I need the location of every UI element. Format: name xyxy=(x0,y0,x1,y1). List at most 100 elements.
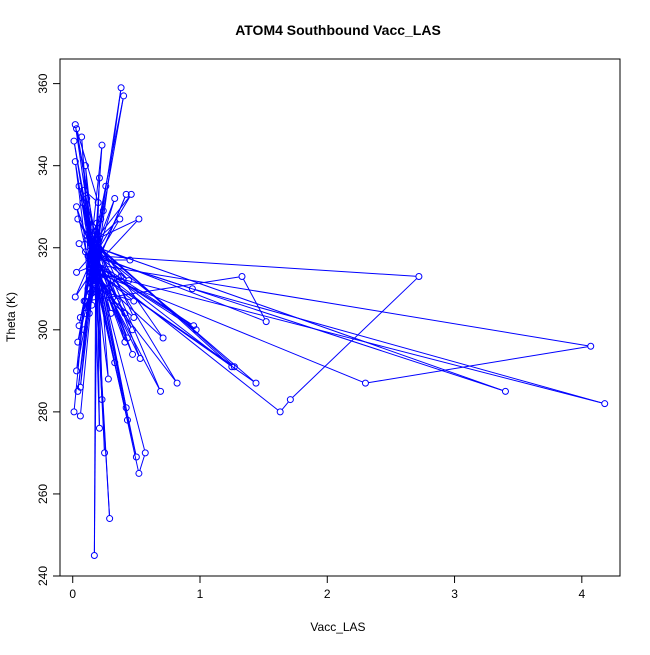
y-tick-label: 240 xyxy=(36,566,50,586)
data-point xyxy=(74,338,82,346)
series-segment xyxy=(93,274,162,337)
data-point xyxy=(107,309,115,317)
series-segment xyxy=(92,148,103,225)
data-point xyxy=(136,355,144,363)
data-point xyxy=(587,342,595,350)
data-point xyxy=(129,326,137,334)
data-point xyxy=(117,84,125,92)
data-point xyxy=(127,190,135,198)
data-point xyxy=(116,215,124,223)
data-point xyxy=(93,260,101,268)
series-segment xyxy=(100,253,194,329)
data-point xyxy=(88,231,96,239)
series-layer xyxy=(70,84,609,559)
y-tick-label: 280 xyxy=(36,402,50,422)
series-segment xyxy=(86,192,97,201)
data-point xyxy=(81,309,89,317)
series-segment xyxy=(368,346,588,384)
data-point xyxy=(141,449,149,457)
data-point xyxy=(95,424,103,432)
data-point xyxy=(71,293,79,301)
data-point xyxy=(88,268,96,276)
data-point xyxy=(159,334,167,342)
data-point xyxy=(102,182,110,190)
data-point xyxy=(125,277,133,285)
series-segment xyxy=(99,254,176,381)
data-point xyxy=(73,125,81,133)
data-point xyxy=(93,236,101,244)
data-point xyxy=(79,199,87,207)
data-point xyxy=(132,453,140,461)
data-point xyxy=(74,215,82,223)
x-tick-label: 3 xyxy=(451,587,458,601)
data-point xyxy=(157,387,165,395)
series-segment xyxy=(96,242,160,389)
data-point xyxy=(88,301,96,309)
series-segment xyxy=(75,127,95,253)
series-segment xyxy=(281,401,289,410)
data-point xyxy=(83,231,91,239)
data-point xyxy=(90,551,98,559)
y-tick-label: 260 xyxy=(36,484,50,504)
data-point xyxy=(81,297,89,305)
series-segment xyxy=(93,250,98,553)
x-axis: 0 1 2 3 4 xyxy=(69,575,585,601)
data-point xyxy=(90,281,98,289)
data-point xyxy=(238,272,246,280)
series-segment xyxy=(96,189,106,245)
series-segment xyxy=(95,265,278,411)
data-point xyxy=(73,203,81,211)
data-point xyxy=(101,449,109,457)
data-point xyxy=(192,326,200,334)
data-point xyxy=(75,182,83,190)
data-point xyxy=(92,268,100,276)
plot-frame xyxy=(59,58,621,577)
series-segment xyxy=(98,219,137,239)
data-point xyxy=(601,400,609,408)
series-segment xyxy=(84,193,93,225)
data-point xyxy=(135,469,143,477)
data-point xyxy=(123,416,131,424)
data-point xyxy=(501,387,509,395)
data-point xyxy=(126,256,134,264)
y-tick-label: 300 xyxy=(36,319,50,339)
data-point xyxy=(122,190,130,198)
series-segment xyxy=(243,279,266,320)
data-point xyxy=(276,408,284,416)
x-tick-label: 1 xyxy=(197,587,204,601)
series-segment xyxy=(195,289,602,404)
data-point xyxy=(85,309,93,317)
data-point xyxy=(97,215,105,223)
data-point xyxy=(71,158,79,166)
data-point xyxy=(106,515,114,523)
y-tick-label: 340 xyxy=(36,155,50,175)
data-point xyxy=(90,285,98,293)
x-axis-label: Vacc_LAS xyxy=(310,620,365,634)
data-point xyxy=(230,363,238,371)
data-point xyxy=(188,285,196,293)
series-segment xyxy=(94,256,503,391)
data-point xyxy=(130,297,138,305)
data-point xyxy=(89,223,97,231)
y-tick-label: 360 xyxy=(36,73,50,93)
data-point xyxy=(286,396,294,404)
data-point xyxy=(121,338,129,346)
data-point xyxy=(83,195,91,203)
series-segment xyxy=(98,272,602,404)
data-point xyxy=(80,326,88,334)
data-point xyxy=(98,141,106,149)
data-point xyxy=(71,121,79,129)
data-point xyxy=(98,396,106,404)
data-point xyxy=(75,240,83,248)
data-point xyxy=(89,260,97,268)
series-segment xyxy=(101,248,503,391)
data-point xyxy=(111,359,119,367)
x-tick-label: 2 xyxy=(324,587,331,601)
series-segment xyxy=(95,283,128,418)
data-point xyxy=(76,412,84,420)
data-point xyxy=(121,309,129,317)
data-point xyxy=(415,272,423,280)
data-point xyxy=(73,367,81,375)
data-point xyxy=(78,133,86,141)
